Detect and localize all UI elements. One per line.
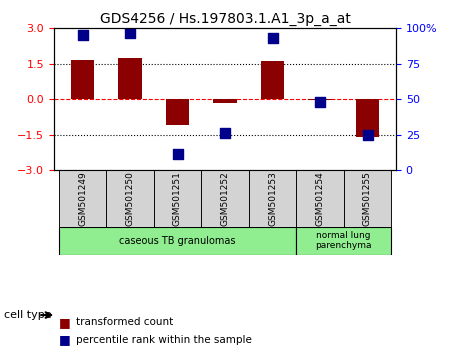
Text: GSM501250: GSM501250	[126, 171, 135, 226]
Title: GDS4256 / Hs.197803.1.A1_3p_a_at: GDS4256 / Hs.197803.1.A1_3p_a_at	[99, 12, 351, 26]
FancyBboxPatch shape	[296, 227, 391, 255]
FancyBboxPatch shape	[106, 170, 154, 227]
Bar	[356, 99, 379, 137]
Bar	[261, 61, 284, 99]
Point	[364, 132, 371, 137]
Point	[221, 130, 229, 136]
FancyBboxPatch shape	[154, 170, 201, 227]
Point	[316, 99, 324, 105]
Text: caseous TB granulomas: caseous TB granulomas	[119, 236, 236, 246]
FancyBboxPatch shape	[344, 170, 391, 227]
Text: ■: ■	[58, 316, 70, 329]
Text: GSM501251: GSM501251	[173, 171, 182, 226]
FancyBboxPatch shape	[296, 170, 344, 227]
Point	[269, 35, 276, 41]
Text: GSM501252: GSM501252	[220, 171, 230, 225]
Bar	[308, 99, 332, 100]
Bar	[118, 58, 142, 99]
Text: normal lung
parenchyma: normal lung parenchyma	[315, 231, 372, 250]
Point	[126, 30, 134, 35]
Text: GSM501254: GSM501254	[315, 171, 324, 225]
Bar	[213, 99, 237, 103]
Point	[79, 33, 86, 38]
Text: ■: ■	[58, 333, 70, 346]
FancyBboxPatch shape	[59, 227, 296, 255]
Point	[174, 152, 181, 157]
Text: GSM501255: GSM501255	[363, 171, 372, 226]
Bar	[166, 99, 189, 125]
Text: GSM501249: GSM501249	[78, 171, 87, 225]
FancyBboxPatch shape	[201, 170, 249, 227]
Text: transformed count: transformed count	[76, 317, 174, 327]
Bar	[71, 60, 94, 99]
Text: percentile rank within the sample: percentile rank within the sample	[76, 335, 252, 345]
Text: GSM501253: GSM501253	[268, 171, 277, 226]
FancyBboxPatch shape	[59, 170, 106, 227]
Text: cell type: cell type	[4, 310, 52, 320]
FancyBboxPatch shape	[249, 170, 296, 227]
